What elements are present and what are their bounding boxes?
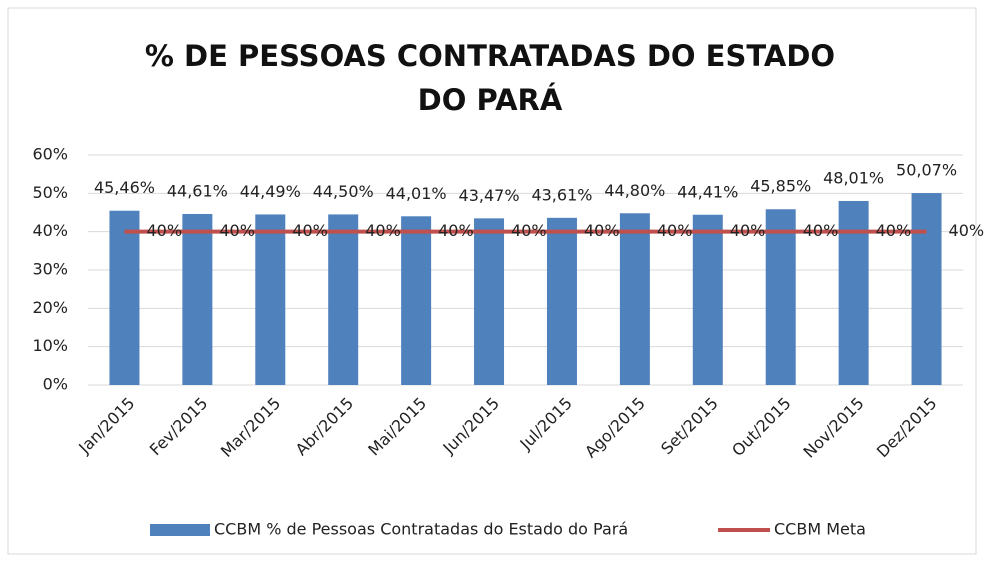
line-value-label: 40%	[876, 221, 912, 240]
bar	[765, 209, 796, 385]
bar	[255, 214, 286, 385]
bar	[838, 200, 869, 385]
line-value-label: 40%	[730, 221, 766, 240]
line-value-label: 40%	[219, 221, 255, 240]
bar	[401, 216, 432, 385]
bar	[692, 214, 723, 385]
bar	[328, 214, 359, 385]
y-tick-label: 30%	[32, 260, 68, 279]
bar-value-label: 44,80%	[604, 181, 665, 200]
bar-value-label: 44,01%	[386, 184, 447, 203]
line-value-label: 40%	[365, 221, 401, 240]
y-tick-label: 40%	[32, 221, 68, 240]
legend-label: CCBM % de Pessoas Contratadas do Estado …	[214, 520, 628, 539]
legend-swatch	[150, 524, 210, 536]
line-value-label: 40%	[584, 221, 620, 240]
bar	[182, 213, 213, 385]
bar-value-label: 44,50%	[313, 182, 374, 201]
line-value-label: 40%	[803, 221, 839, 240]
y-tick-label: 20%	[32, 298, 68, 317]
line-value-label: 40%	[146, 221, 182, 240]
bar	[546, 217, 577, 385]
y-tick-label: 60%	[32, 145, 68, 164]
y-tick-label: 10%	[32, 336, 68, 355]
bar-value-label: 44,49%	[240, 182, 301, 201]
chart-title: % DE PESSOAS CONTRATADAS DO ESTADO DO PA…	[144, 39, 836, 117]
bar-value-label: 45,85%	[750, 177, 811, 196]
legend-label: CCBM Meta	[774, 520, 866, 539]
bar-value-label: 45,46%	[94, 178, 155, 197]
bar-value-label: 48,01%	[823, 168, 884, 187]
bar	[619, 213, 650, 385]
bar	[109, 210, 140, 385]
line-value-label: 40%	[292, 221, 328, 240]
bar-value-label: 44,61%	[167, 181, 228, 200]
bar	[911, 193, 942, 385]
bar	[474, 218, 505, 385]
line-value-label: 40%	[657, 221, 693, 240]
y-tick-label: 50%	[32, 183, 68, 202]
bar-value-label: 44,41%	[677, 182, 738, 201]
bar-value-label: 43,61%	[531, 185, 592, 204]
y-tick-label: 0%	[43, 375, 68, 394]
bar-value-label: 43,47%	[459, 186, 520, 205]
line-value-label: 40%	[438, 221, 474, 240]
bar-value-label: 50,07%	[896, 161, 957, 180]
line-value-label: 40%	[949, 221, 984, 240]
line-value-label: 40%	[511, 221, 547, 240]
